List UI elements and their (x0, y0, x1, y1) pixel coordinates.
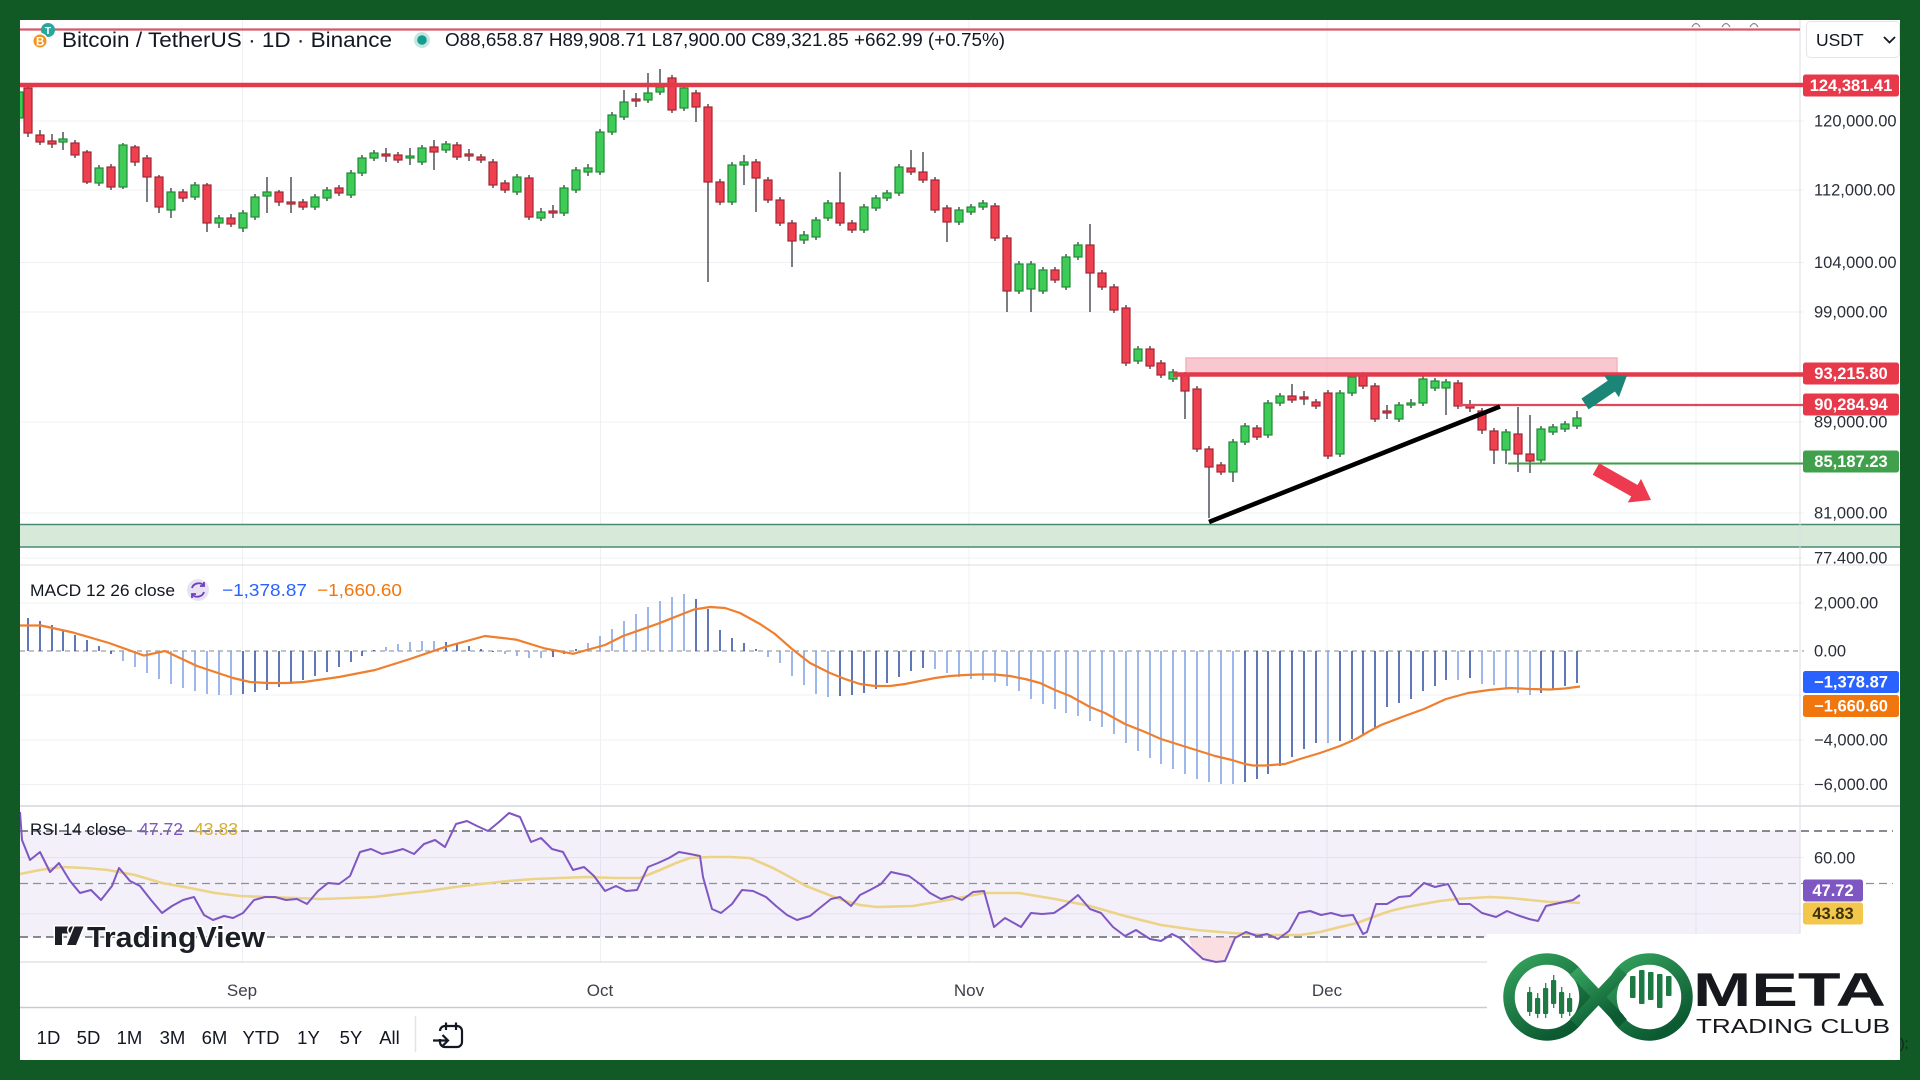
svg-text:1Y: 1Y (297, 1027, 320, 1048)
svg-text:3M: 3M (160, 1027, 186, 1048)
svg-text:124,381.41: 124,381.41 (1810, 77, 1893, 95)
svg-text:TRADING CLUB: TRADING CLUB (1696, 1015, 1890, 1038)
svg-text:Dec: Dec (1312, 981, 1343, 1000)
svg-text:Oct: Oct (587, 981, 614, 1000)
svg-text:43.83: 43.83 (1812, 905, 1853, 923)
svg-text:YTD: YTD (243, 1027, 280, 1048)
svg-text:47.72: 47.72 (1812, 882, 1853, 900)
svg-text:0.00: 0.00 (1814, 643, 1846, 661)
svg-text:5D: 5D (77, 1027, 101, 1048)
svg-text:−6,000.00: −6,000.00 (1814, 776, 1888, 794)
svg-text:B: B (36, 36, 44, 48)
svg-text:−4,000.00: −4,000.00 (1814, 732, 1888, 750)
svg-text:TradingView: TradingView (87, 922, 266, 954)
svg-text:5Y: 5Y (340, 1027, 363, 1048)
svg-text:−1,660.60: −1,660.60 (317, 580, 402, 600)
svg-text:O88,658.87 H89,908.71 L87,900.: O88,658.87 H89,908.71 L87,900.00 C89,321… (445, 29, 1005, 50)
svg-text:MACD 12 26 close: MACD 12 26 close (30, 581, 175, 600)
svg-text:77.400.00: 77.400.00 (1814, 550, 1887, 568)
svg-text:T: T (45, 25, 52, 37)
svg-text:All: All (379, 1027, 400, 1048)
svg-text:112,000.00: 112,000.00 (1814, 182, 1895, 200)
svg-text:−1,378.87: −1,378.87 (1814, 674, 1888, 692)
svg-text:−1,660.60: −1,660.60 (1814, 698, 1888, 716)
svg-text:93,215.80: 93,215.80 (1814, 365, 1887, 383)
svg-text:RSI 14 close: RSI 14 close (30, 820, 126, 839)
svg-text:6M: 6M (202, 1027, 228, 1048)
svg-text:USDT: USDT (1816, 30, 1864, 50)
svg-text:47.72: 47.72 (139, 819, 183, 839)
svg-text:104,000.00: 104,000.00 (1814, 254, 1897, 272)
svg-text:99,000.00: 99,000.00 (1814, 304, 1887, 322)
svg-text:Nov: Nov (954, 981, 985, 1000)
svg-text:−1,378.87: −1,378.87 (222, 580, 307, 600)
svg-text:90,284.94: 90,284.94 (1814, 396, 1888, 414)
svg-text:85,187.23: 85,187.23 (1814, 453, 1887, 471)
svg-text:2,000.00: 2,000.00 (1814, 595, 1878, 613)
svg-text:);: ); (1900, 1035, 1909, 1051)
svg-text:60.00: 60.00 (1814, 850, 1855, 868)
svg-text:81,000.00: 81,000.00 (1814, 505, 1887, 523)
svg-text:89,000.00: 89,000.00 (1814, 414, 1887, 432)
svg-text:1D: 1D (37, 1027, 61, 1048)
svg-text:Bitcoin / TetherUS · 1D · Bina: Bitcoin / TetherUS · 1D · Binance (62, 29, 392, 52)
svg-text:1M: 1M (117, 1027, 143, 1048)
svg-text:META: META (1693, 963, 1886, 1016)
svg-text:Sep: Sep (227, 981, 257, 1000)
svg-text:120,000.00: 120,000.00 (1814, 113, 1897, 131)
svg-text:43.83: 43.83 (194, 819, 238, 839)
